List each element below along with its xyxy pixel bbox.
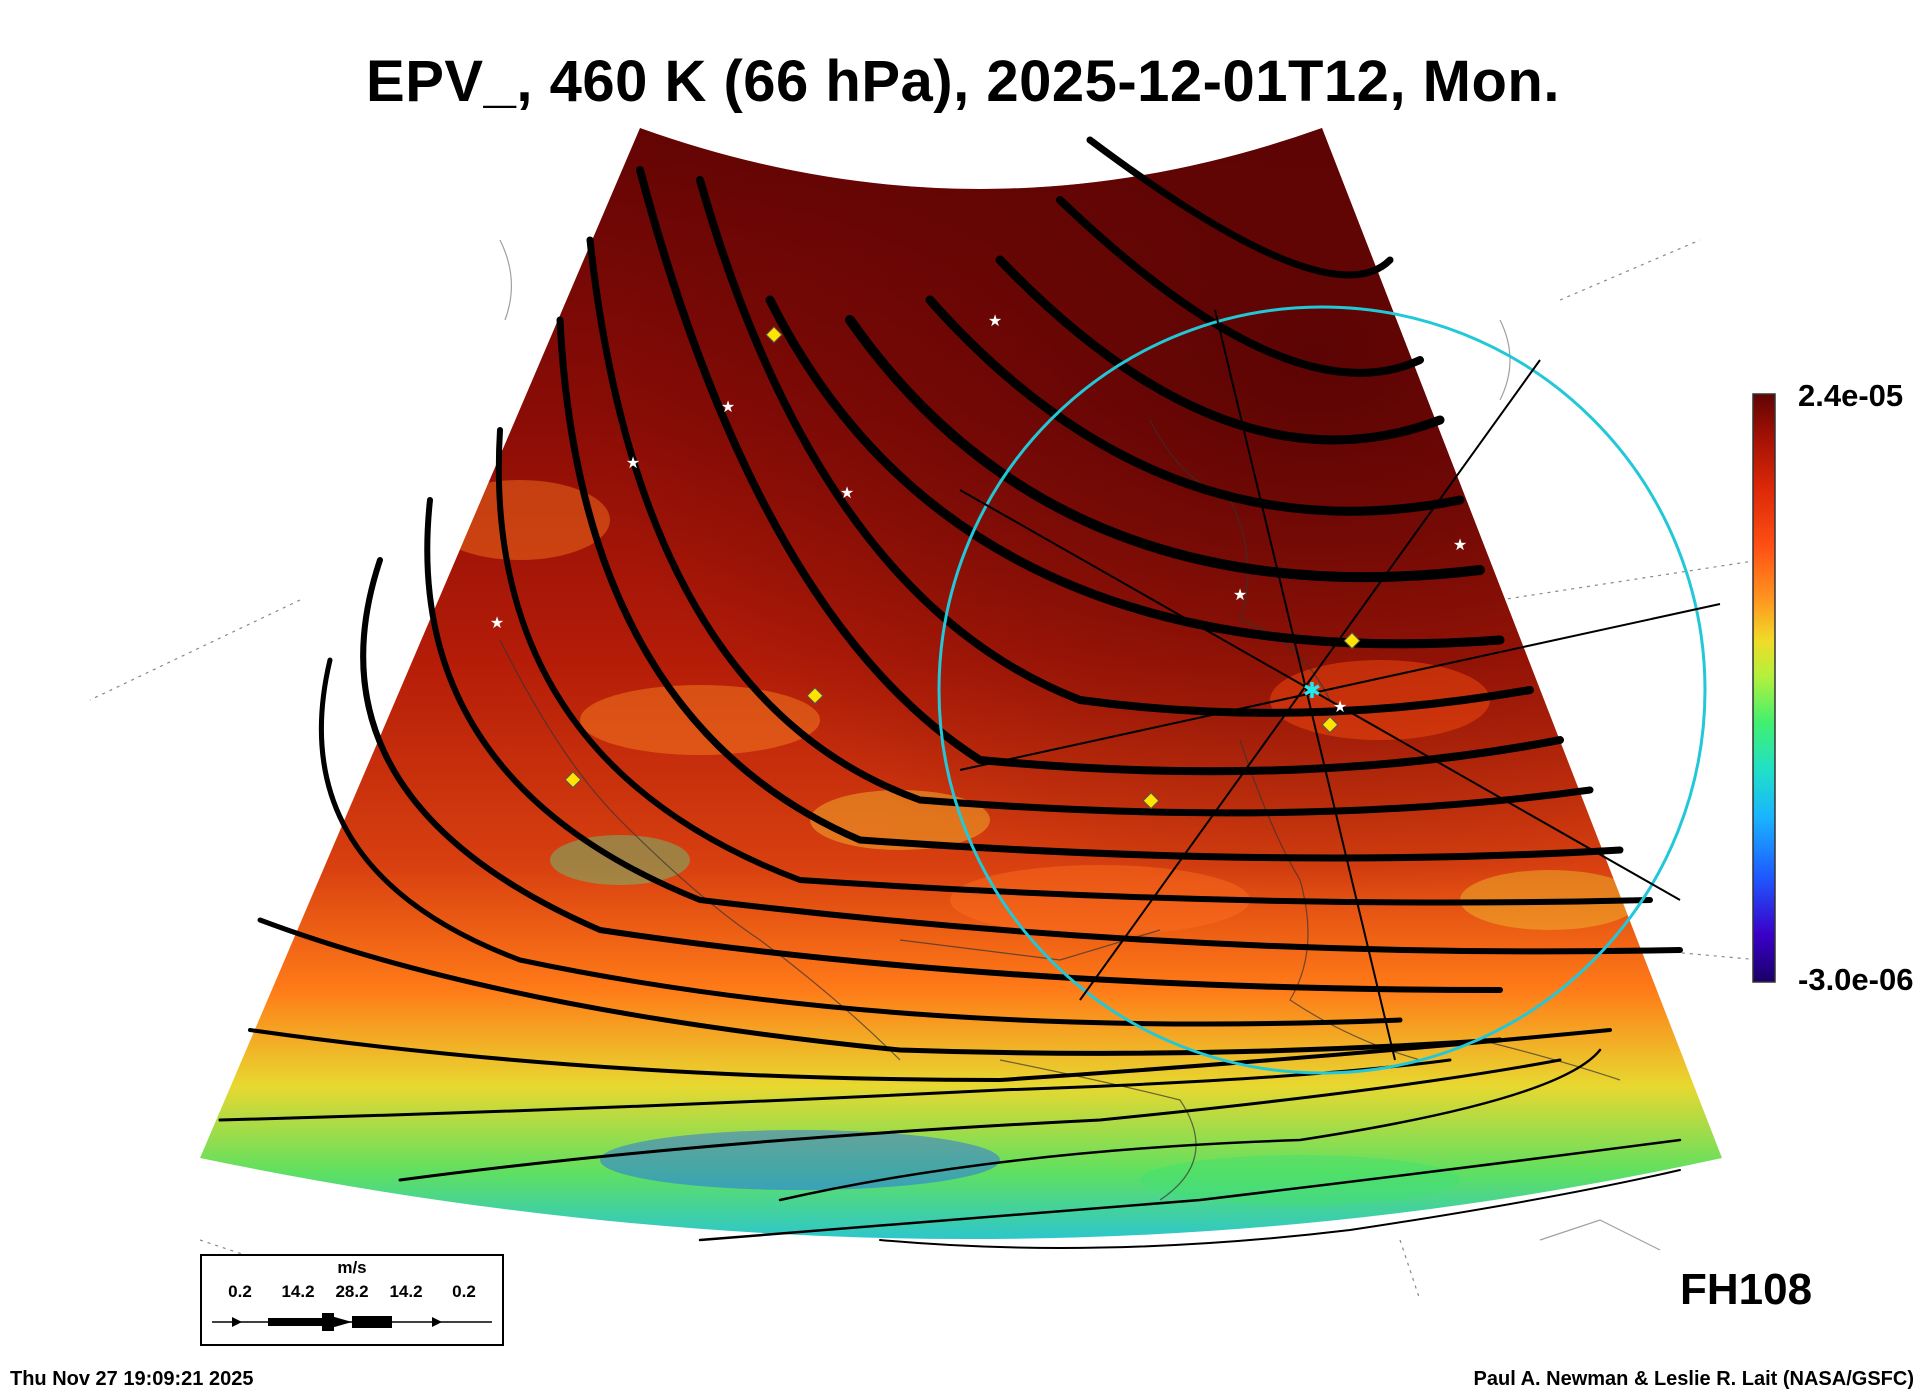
cyan-circle [937, 305, 1707, 1075]
white-star-icon: ★ [626, 455, 640, 472]
colorbar-max-label: 2.4e-05 [1798, 378, 1904, 413]
diamond-markers [564, 326, 1361, 810]
legend-units: m/s [337, 1258, 367, 1277]
timestamp: Thu Nov 27 19:09:21 2025 [10, 1368, 254, 1390]
yellow-diamond-icon [806, 687, 824, 705]
white-star-icon: ★ [721, 399, 735, 416]
white-star-icon: ★ [1333, 699, 1347, 716]
yellow-diamond-icon [564, 771, 582, 789]
cross-line-2 [1079, 359, 1541, 1001]
legend-speed-2: 14.2 [281, 1282, 315, 1301]
legend-speed-4: 14.2 [389, 1282, 423, 1301]
yellow-diamond-icon [1142, 792, 1160, 810]
legend-speed-3: 28.2 [335, 1282, 369, 1301]
cross-line-1 [1214, 309, 1396, 1061]
colorbar-min-label: -3.0e-06 [1798, 962, 1914, 997]
colorbar [1752, 393, 1776, 983]
epv-field [200, 128, 1722, 1239]
vortex-circle-overlay: ✱ [937, 305, 1721, 1075]
white-star-icon: ★ [988, 313, 1002, 330]
wind-speed-legend: m/s 0.2 14.2 28.2 14.2 0.2 [200, 1254, 504, 1346]
yellow-diamond-icon [765, 326, 783, 344]
yellow-diamond-icon [1321, 716, 1339, 734]
forecast-hour-label: FH108 [1680, 1265, 1813, 1314]
map-title: EPV_, 460 K (66 hPa), 2025-12-01T12, Mon… [366, 49, 1560, 114]
white-star-icon: ★ [490, 615, 504, 632]
legend-arrow-glyph [212, 1313, 492, 1331]
white-star-icon: ★ [1453, 537, 1467, 554]
cross-line-4 [959, 603, 1721, 771]
credit-line: Paul A. Newman & Leslie R. Lait (NASA/GS… [1473, 1368, 1914, 1390]
legend-speed-5: 0.2 [452, 1282, 476, 1301]
white-star-icon: ★ [840, 485, 854, 502]
cyan-star-icon: ✱ [1303, 678, 1321, 703]
yellow-diamond-icon [1343, 632, 1361, 650]
station-markers: ★ ★ ★ ★ ★ ★ ★ ★ [490, 313, 1467, 716]
legend-speed-1: 0.2 [228, 1282, 252, 1301]
cross-line-3 [959, 489, 1681, 901]
white-star-icon: ★ [1233, 587, 1247, 604]
